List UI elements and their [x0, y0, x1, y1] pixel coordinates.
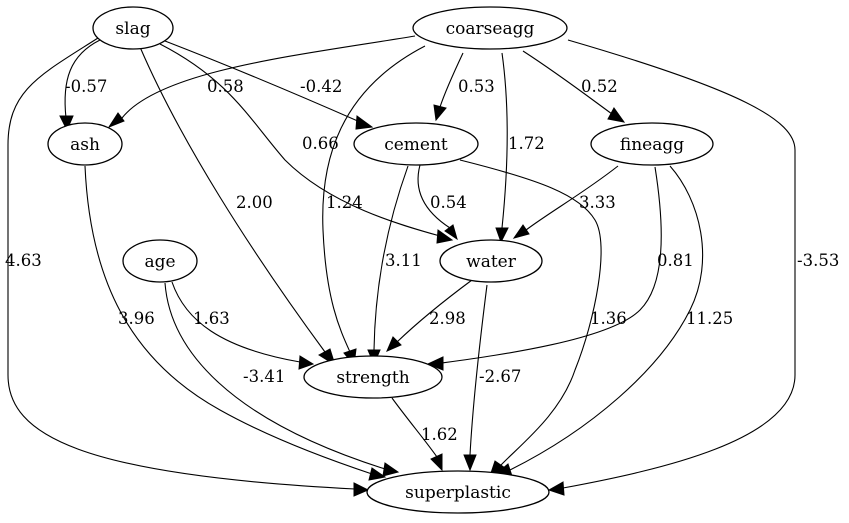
- node-fineagg: fineagg: [590, 122, 714, 166]
- edge-label: 3.96: [118, 309, 155, 328]
- edge-cement-water: 0.54: [417, 164, 467, 241]
- edge-label: 3.33: [579, 193, 616, 212]
- node-label: superplastic: [405, 483, 511, 503]
- edge-label: -3.41: [243, 367, 285, 386]
- edge-age-strength: 1.63: [171, 281, 315, 370]
- edge-label: 1.24: [326, 193, 363, 212]
- edge-label: 1.62: [421, 425, 458, 444]
- node-cement: cement: [353, 122, 479, 166]
- node-slag: slag: [92, 6, 174, 50]
- edge-coarseagg-cement: 0.53: [433, 52, 495, 122]
- node-coarseagg: coarseagg: [412, 6, 568, 50]
- node-water: water: [439, 239, 543, 283]
- node-strength: strength: [303, 355, 443, 399]
- edge-label: -2.67: [479, 367, 521, 386]
- edge-label: 0.52: [581, 77, 618, 96]
- edge-slag-water: 0.66: [159, 43, 454, 244]
- node-label: fineagg: [620, 135, 684, 155]
- edge-fineagg-water: 3.33: [512, 165, 619, 239]
- edge-label: -3.53: [797, 251, 839, 270]
- edge-slag-superplastic: 4.63: [5, 37, 370, 497]
- edge-label: 11.25: [686, 309, 733, 328]
- edge-label: 4.63: [5, 251, 42, 270]
- edge-coarseagg-fineagg: 0.52: [522, 50, 626, 123]
- edge-label: 0.54: [430, 193, 467, 212]
- edge-label: 1.63: [193, 309, 230, 328]
- edge-label: 1.36: [590, 309, 627, 328]
- node-ash: ash: [47, 122, 123, 166]
- edge-label: 0.58: [207, 77, 244, 96]
- edge-ash-superplastic: 3.96: [84, 165, 387, 481]
- edge-label: 0.81: [657, 251, 694, 270]
- node-age: age: [122, 239, 198, 283]
- edge-label: 3.11: [385, 251, 422, 270]
- edge-label: 1.72: [508, 134, 545, 153]
- edge-slag-ash: -0.57: [59, 39, 107, 132]
- node-label: strength: [336, 368, 409, 388]
- edge-slag-cement: -0.42: [164, 40, 374, 130]
- edge-water-superplastic: -2.67: [463, 284, 521, 472]
- edge-coarseagg-water: 1.72: [495, 52, 545, 244]
- node-label: age: [144, 252, 175, 272]
- node-label: ash: [70, 135, 100, 155]
- edge-coarseagg-superplastic: -3.53: [547, 39, 839, 496]
- edge-label: -0.57: [65, 77, 107, 96]
- node-label: slag: [115, 19, 150, 39]
- edge-cement-strength: 3.11: [367, 165, 422, 366]
- edge-coarseagg-ash: 0.58: [107, 35, 416, 129]
- edge-label: 2.98: [429, 309, 466, 328]
- edge-strength-superplastic: 1.62: [391, 397, 458, 472]
- edge-fineagg-strength: 0.81: [426, 166, 694, 371]
- node-superplastic: superplastic: [366, 470, 550, 514]
- node-label: coarseagg: [446, 19, 535, 39]
- node-label: water: [466, 252, 517, 272]
- edge-label: -0.42: [300, 77, 342, 96]
- edge-water-strength: 2.98: [386, 279, 473, 352]
- edge-label: 0.66: [302, 134, 339, 153]
- edge-age-superplastic: -3.41: [164, 282, 400, 477]
- edge-label: 2.00: [236, 193, 273, 212]
- edge-label: 0.53: [458, 77, 495, 96]
- node-label: cement: [384, 135, 448, 155]
